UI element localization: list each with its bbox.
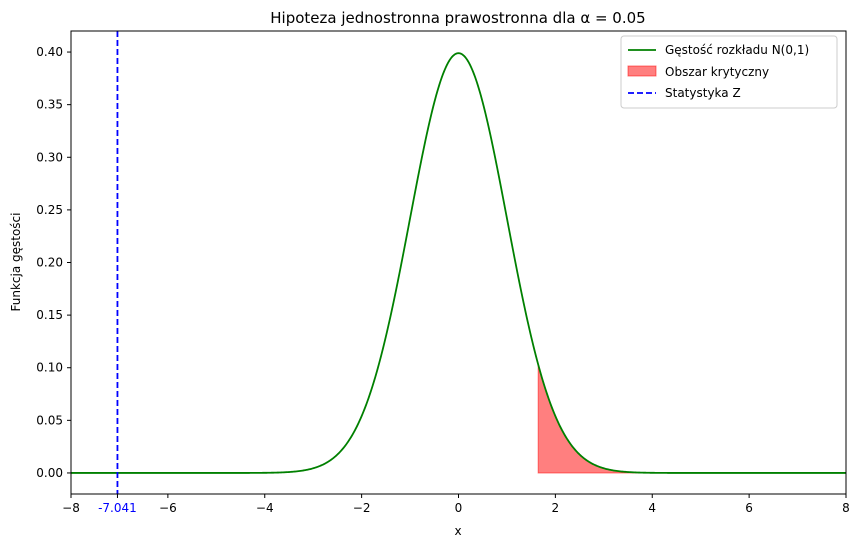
legend-box [620, 35, 838, 109]
y-tick-label: 0.30 [36, 150, 63, 164]
legend-label-density: Gęstość rozkładu N(0,1) [665, 43, 809, 57]
x-tick-label: 0 [455, 501, 463, 515]
series-layer [71, 31, 846, 494]
y-tick-label: 0.20 [36, 256, 63, 270]
y-tick-label: 0.15 [36, 308, 63, 322]
x-tick-label: −4 [256, 501, 274, 515]
x-tick-label: 4 [648, 501, 656, 515]
x-tick-label: 6 [745, 501, 753, 515]
y-tick-label: 0.25 [36, 203, 63, 217]
y-axis-label: Funkcja gęstości [9, 213, 23, 312]
legend: Gęstość rozkładu N(0,1) Obszar krytyczny… [620, 35, 838, 109]
x-tick-label: −8 [62, 501, 80, 515]
legend-label-zstat: Statystyka Z [665, 86, 741, 100]
y-tick-label: 0.00 [36, 466, 63, 480]
y-tick-label: 0.10 [36, 361, 63, 375]
ticks-layer: −8 −6 −4 −2 0 2 4 6 8 0.00 0.05 0.10 0.15 0.20 0.25 0.3… [36, 45, 850, 515]
legend-label-critical: Obszar krytyczny [665, 65, 769, 79]
chart-title: Hipoteza jednostronna prawostronna dla α… [270, 9, 645, 27]
y-tick-label: 0.05 [36, 413, 63, 427]
x-tick-label: −6 [159, 501, 177, 515]
y-tick-label: 0.35 [36, 98, 63, 112]
x-tick-label: 2 [552, 501, 560, 515]
y-tick-label: 0.40 [36, 45, 63, 59]
x-tick-label: −2 [353, 501, 371, 515]
z-statistic-label: -7.041 [98, 501, 137, 515]
legend-swatch-critical [627, 65, 657, 77]
density-curve [71, 52, 846, 474]
x-axis-label: x [454, 524, 461, 538]
x-tick-label: 8 [842, 501, 850, 515]
